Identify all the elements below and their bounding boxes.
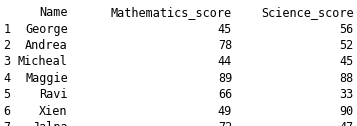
Text: 1: 1 — [4, 23, 11, 36]
Text: Maggie: Maggie — [25, 72, 68, 85]
Text: Andrea: Andrea — [25, 39, 68, 52]
Text: 4: 4 — [4, 72, 11, 85]
Text: 52: 52 — [339, 39, 353, 52]
Text: 66: 66 — [218, 88, 232, 101]
Text: 47: 47 — [339, 121, 353, 126]
Text: 7: 7 — [4, 121, 11, 126]
Text: 56: 56 — [339, 23, 353, 36]
Text: 6: 6 — [4, 105, 11, 118]
Text: Mathematics_score: Mathematics_score — [111, 6, 232, 19]
Text: 78: 78 — [218, 39, 232, 52]
Text: 5: 5 — [4, 88, 11, 101]
Text: 45: 45 — [339, 55, 353, 68]
Text: 3: 3 — [4, 55, 11, 68]
Text: 90: 90 — [339, 105, 353, 118]
Text: George: George — [25, 23, 68, 36]
Text: Xien: Xien — [39, 105, 68, 118]
Text: 2: 2 — [4, 39, 11, 52]
Text: 33: 33 — [339, 88, 353, 101]
Text: 89: 89 — [218, 72, 232, 85]
Text: 88: 88 — [339, 72, 353, 85]
Text: 44: 44 — [218, 55, 232, 68]
Text: 45: 45 — [218, 23, 232, 36]
Text: Name: Name — [39, 6, 68, 19]
Text: Ravi: Ravi — [39, 88, 68, 101]
Text: Science_score: Science_score — [261, 6, 353, 19]
Text: Micheal: Micheal — [18, 55, 68, 68]
Text: Jalpa: Jalpa — [32, 121, 68, 126]
Text: 72: 72 — [218, 121, 232, 126]
Text: 49: 49 — [218, 105, 232, 118]
